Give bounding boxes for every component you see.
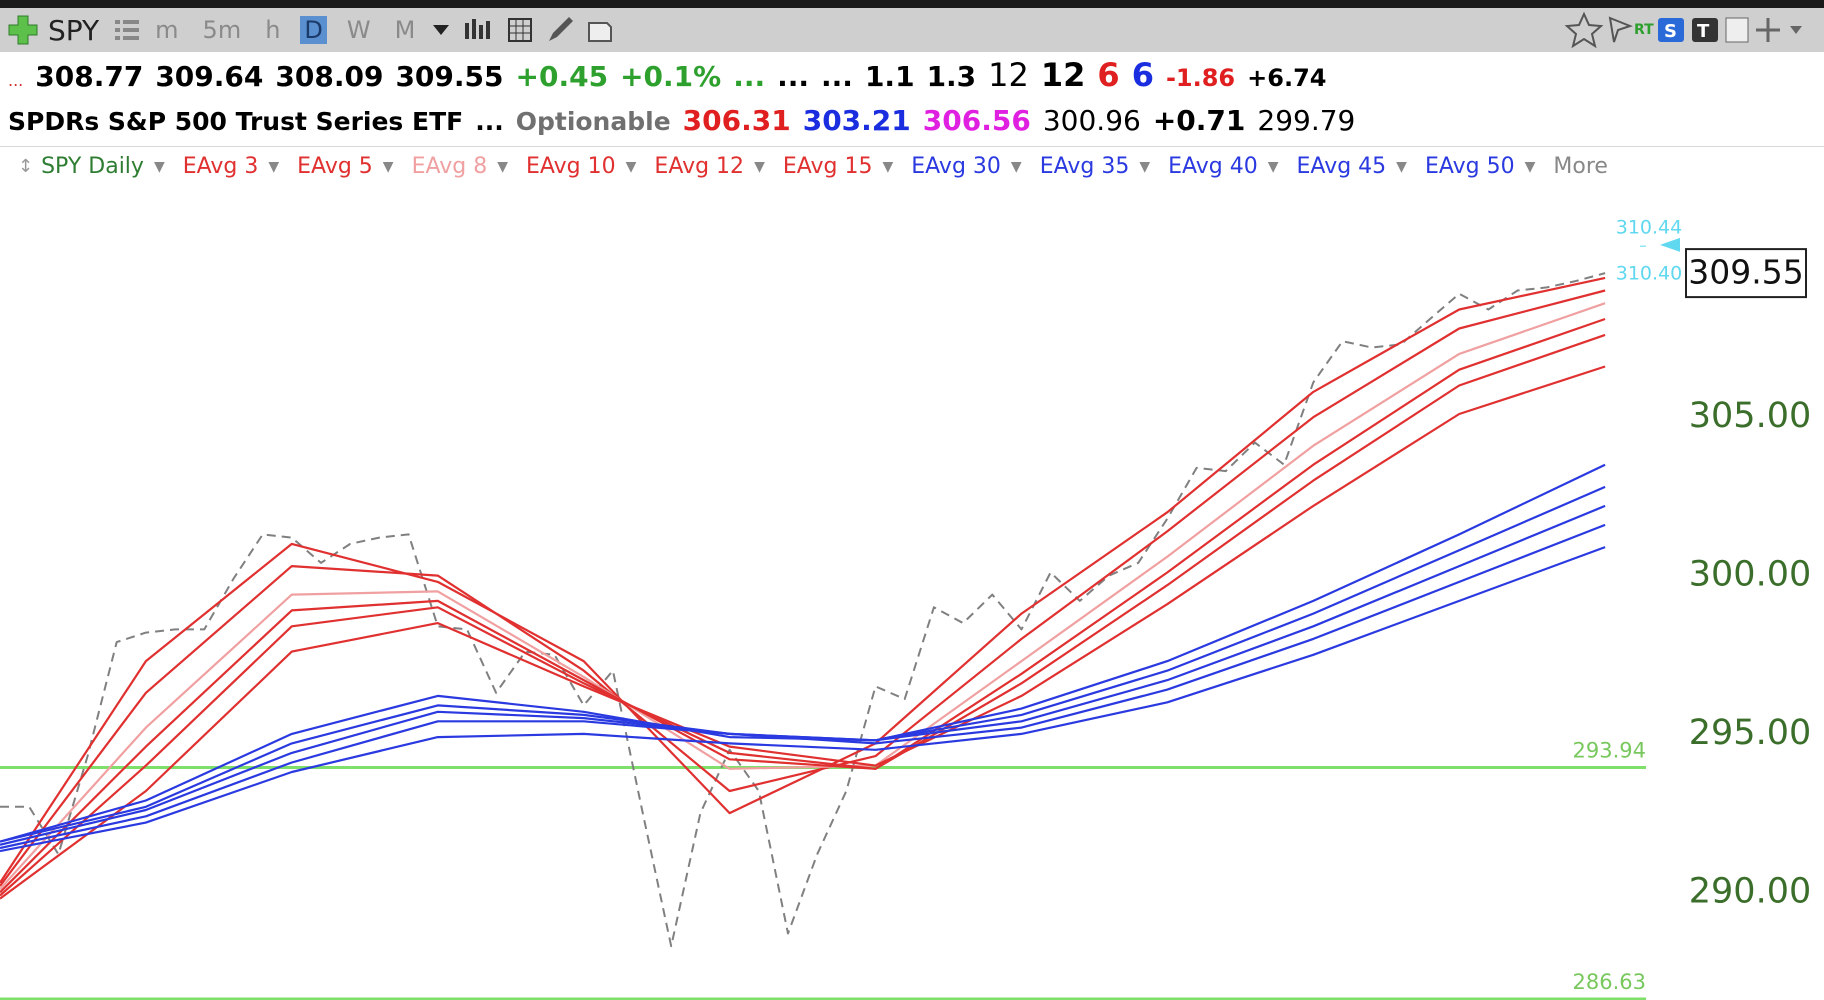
last-price-box: [1685, 248, 1807, 299]
timeframe[interactable]: 5m: [202, 16, 242, 44]
marker-label: 310.44: [1616, 217, 1682, 239]
legend-entry[interactable]: EAvg 15: [782, 154, 873, 179]
horizontal-line-label: 293.94: [1573, 739, 1646, 763]
price-line: [0, 365, 1606, 900]
price-line: [0, 546, 1606, 853]
legend-entry[interactable]: EAvg 50: [1424, 154, 1515, 179]
quote-value: 12: [1040, 56, 1086, 94]
quote-value: +0.1%: [620, 60, 722, 93]
last-price-label: 309.55: [1688, 253, 1803, 292]
legend-entry[interactable]: EAvg 8: [411, 154, 488, 179]
toolbar: SPY m 5m h D W M RT S T: [0, 0, 1824, 52]
quote-value: ...: [475, 107, 504, 136]
legend-entry[interactable]: EAvg 35: [1039, 154, 1130, 179]
indicator-bar: ↕ SPY Daily ▼ EAvg 3 ▼ EAvg 5 ▼ EAvg 8 ▼ EAvg 10 ▼…: [18, 154, 1608, 179]
dropdown-arrow[interactable]: ▼: [754, 158, 765, 175]
symbol[interactable]: SPY: [48, 13, 100, 47]
timeframe[interactable]: D: [300, 16, 327, 44]
dropdown-arrow[interactable]: ▼: [153, 158, 165, 175]
y-tick-label: 295.00: [1689, 713, 1811, 753]
timeframes: m 5m h D W M: [143, 16, 427, 44]
quote-value: 6: [1131, 56, 1154, 94]
price-line: [0, 276, 1606, 884]
quote-value: +6.74: [1247, 64, 1327, 92]
y-tick-label: 300.00: [1689, 555, 1811, 595]
quote-row-2: SPDRs S&P 500 Trust Series ETF... Optiona…: [8, 104, 1367, 137]
quote-value: 6: [1097, 56, 1120, 94]
horizontal-line-label: 286.63: [1573, 970, 1646, 994]
y-tick-label: 305.00: [1689, 396, 1811, 436]
quote-value: 303.21: [802, 104, 911, 137]
separator: [0, 146, 1824, 147]
quote-row-1: ... 308.77 309.64 308.09 309.55 +0.45 +0.1%...…: [8, 56, 1338, 94]
price-line: [0, 463, 1606, 843]
price-line: [0, 523, 1606, 850]
quote-value: +0.71: [1152, 104, 1246, 137]
legend-entry[interactable]: EAvg 45: [1296, 154, 1387, 179]
quote-value: 308.09: [275, 60, 384, 93]
dropdown-arrow[interactable]: ▼: [1010, 158, 1022, 175]
price-line: [0, 302, 1606, 890]
legend-entry[interactable]: EAvg 10: [526, 154, 616, 179]
legend-entry[interactable]: EAvg 30: [911, 154, 1001, 179]
price-line: [0, 485, 1606, 843]
quote-value: 309.64: [155, 60, 264, 93]
dropdown-arrow[interactable]: ▼: [268, 158, 280, 175]
add-icon[interactable]: [6, 13, 40, 47]
quote-value: 306.31: [682, 104, 791, 137]
timeframe[interactable]: m: [155, 16, 179, 44]
legend-entry[interactable]: EAvg 12: [654, 154, 745, 179]
dropdown-arrow[interactable]: ▼: [625, 158, 637, 175]
y-tick-label: 290.00: [1689, 871, 1811, 911]
dropdown-arrow[interactable]: ▼: [1267, 158, 1279, 175]
quote-value: 1.3: [926, 60, 977, 93]
timeframe[interactable]: h: [265, 16, 281, 44]
price-line: [0, 317, 1606, 894]
quote-value: 12: [988, 56, 1029, 94]
quote-value: ...: [821, 60, 853, 93]
chart: 290.00 295.00 300.00 305.00 293.94 286.63 310.…: [0, 217, 1811, 1000]
handle[interactable]: ↕: [18, 156, 34, 177]
dropdown-arrow[interactable]: ▼: [1524, 158, 1536, 175]
legend-entry[interactable]: EAvg 5: [297, 154, 373, 179]
svg-text:RT: RT: [1634, 22, 1654, 38]
price-line: [0, 504, 1606, 846]
timeframe[interactable]: W: [346, 16, 371, 44]
right-icons: RT S T: [1564, 11, 1802, 49]
dropdown-arrow[interactable]: ▼: [1139, 158, 1151, 175]
tool-icons: [433, 17, 613, 42]
more-button[interactable]: More: [1553, 154, 1608, 179]
quote-value: 1.1: [864, 60, 915, 93]
list-icon[interactable]: [113, 17, 143, 43]
marker-label: 310.40: [1616, 263, 1682, 285]
legend-entry[interactable]: SPY Daily: [41, 154, 144, 179]
quote-value: +0.45: [515, 60, 609, 93]
quote-value: -1.86: [1165, 64, 1236, 92]
price-line: [0, 289, 1606, 887]
quote-value: 306.56: [922, 104, 1031, 137]
legend-entry[interactable]: EAvg 3: [182, 154, 259, 179]
quote-value: 309.55: [395, 60, 504, 93]
quote-value: SPDRs S&P 500 Trust Series ETF: [8, 107, 464, 136]
dropdown-arrow[interactable]: ▼: [1396, 158, 1407, 175]
price-marker: [1660, 237, 1680, 252]
timeframe[interactable]: M: [394, 16, 416, 44]
quote-value: ...: [777, 60, 810, 93]
quote-value: 308.77: [35, 60, 144, 93]
dropdown-arrow[interactable]: ▼: [882, 158, 894, 175]
dropdown-arrow[interactable]: ▼: [382, 158, 394, 175]
quote-value: ...: [8, 71, 24, 90]
quote-value: 299.79: [1257, 104, 1356, 137]
quote-value: Optionable: [515, 107, 671, 136]
quote-value: 300.96: [1042, 104, 1141, 137]
quote-value: ...: [733, 60, 766, 93]
svg-text:S: S: [1664, 21, 1677, 42]
price-line: [0, 272, 1606, 948]
legend-entry[interactable]: EAvg 40: [1168, 154, 1258, 179]
svg-text:T: T: [1697, 21, 1710, 42]
dropdown-arrow[interactable]: ▼: [497, 158, 508, 175]
price-line: [0, 333, 1606, 897]
